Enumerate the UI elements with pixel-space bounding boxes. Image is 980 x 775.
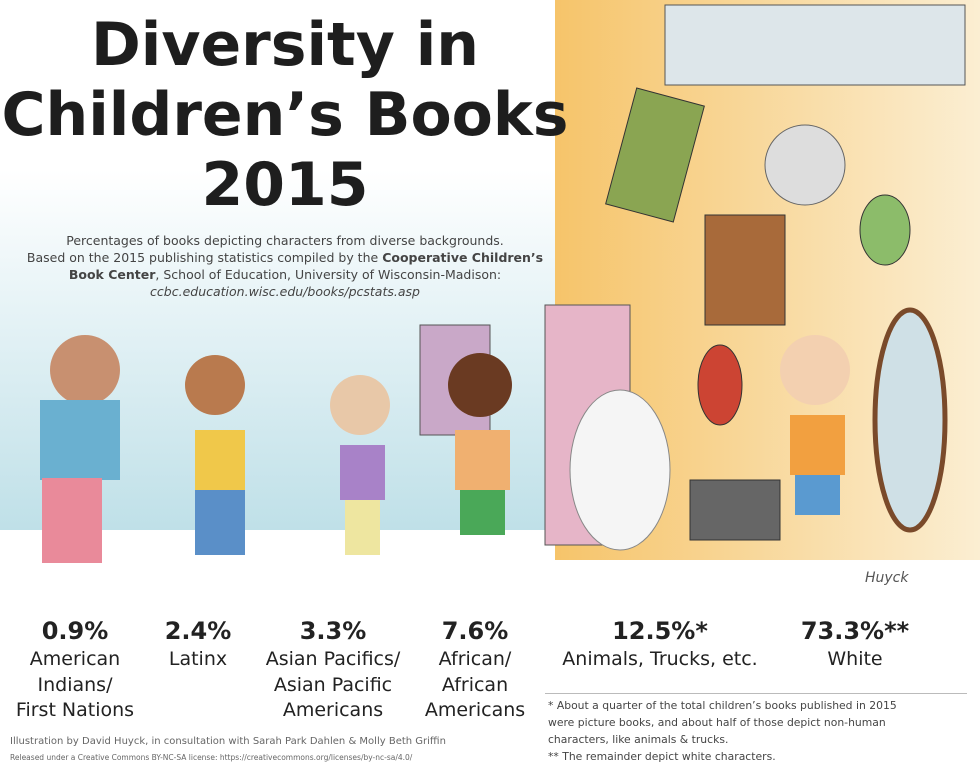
text: , School of Education, University of Wis… <box>155 267 502 282</box>
stat: 12.5%* Animals, Trucks, etc. <box>562 615 757 673</box>
mirror <box>697 344 743 426</box>
frame <box>605 87 705 223</box>
credit: Illustration by David Huyck, in consulta… <box>10 736 446 747</box>
divider <box>545 693 967 694</box>
stat-percent: 0.9% <box>41 617 109 645</box>
stat-label: Animals, Trucks, etc. <box>562 648 758 670</box>
text: Based on the 2015 publishing statistics … <box>26 250 379 265</box>
stat: 73.3%** White <box>801 615 909 673</box>
stat-percent: 7.6% <box>441 617 509 645</box>
subtitle-line: Book Center, School of Education, Univer… <box>0 266 570 283</box>
stat-label: African/ <box>438 648 512 670</box>
subtitle-line: Percentages of books depicting character… <box>66 233 504 248</box>
stat-label: African <box>441 673 509 696</box>
title: Children’s Books <box>1 80 569 150</box>
text: Book Center <box>68 267 156 282</box>
stat-percent: 2.4% <box>164 617 232 645</box>
stat-label: American <box>29 648 121 670</box>
footnote: were picture books, and about half of th… <box>548 716 886 729</box>
title: Diversity in <box>90 10 479 80</box>
footnote: * About a quarter of the total children’… <box>548 699 897 712</box>
window <box>664 4 966 86</box>
text: Cooperative Children’s <box>382 250 544 265</box>
mirror <box>859 194 911 266</box>
stat-percent: 12.5%* <box>612 617 708 645</box>
signature: Huyck <box>865 570 909 586</box>
footnote: characters, like animals & trucks. <box>548 733 729 746</box>
stat-percent: 3.3% <box>299 617 367 645</box>
stat-label: Americans <box>424 699 526 721</box>
stat-label: White <box>827 648 883 670</box>
stat: 2.4% Latinx <box>165 615 232 673</box>
footnotes: * About a quarter of the total children’… <box>548 697 897 765</box>
stat-label: First Nations <box>15 699 135 721</box>
footnote: ** The remainder depict white characters… <box>548 750 776 763</box>
stat: 7.6% African/African Americans <box>425 615 525 724</box>
stat: 0.9% American Indians/First Nations <box>16 615 134 724</box>
stat-label: Asian Pacifics/ <box>265 648 401 670</box>
stat: 3.3% Asian Pacifics/Asian Pacific American… <box>266 615 401 724</box>
title: 2015 <box>201 150 369 220</box>
subtitle: Percentages of books depicting character… <box>0 232 570 300</box>
credit: Released under a Creative Commons BY-NC-… <box>10 753 413 762</box>
stat-label: Americans <box>282 699 384 721</box>
children <box>40 335 850 563</box>
stat-percent: 73.3%** <box>800 617 910 645</box>
stat-label: Latinx <box>168 648 228 670</box>
frame <box>704 214 786 326</box>
stat-label: Asian Pacific <box>273 673 393 696</box>
disco-ball <box>764 124 846 206</box>
mirror <box>872 307 948 533</box>
subtitle-line: Based on the 2015 publishing statistics … <box>0 249 570 266</box>
url: ccbc.education.wisc.edu/books/pcstats.as… <box>150 284 420 299</box>
stat-label: Indians/ <box>37 673 113 696</box>
